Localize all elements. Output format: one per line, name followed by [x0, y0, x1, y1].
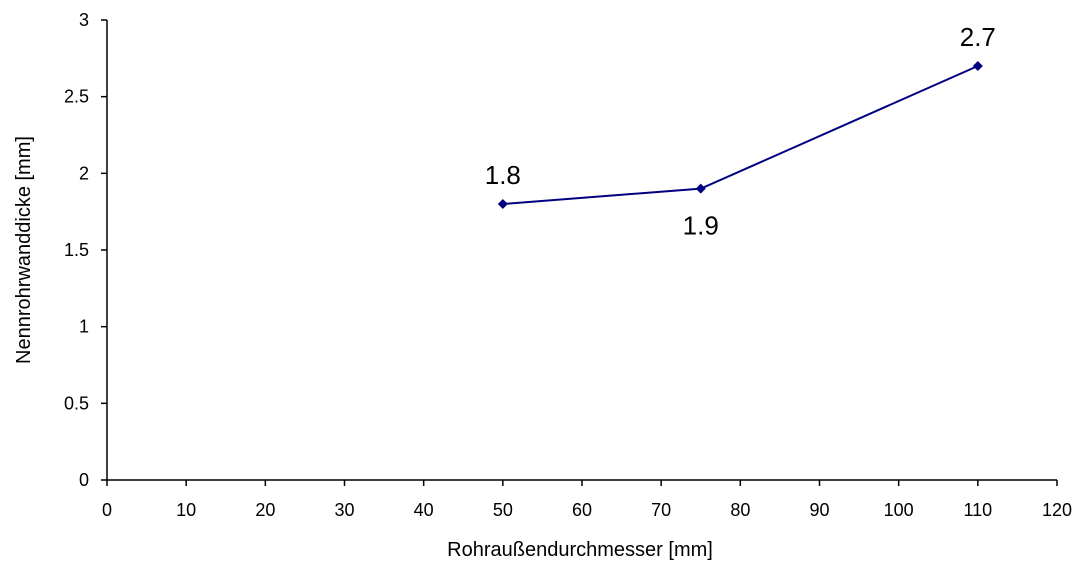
data-series — [497, 61, 983, 209]
x-tick-label: 90 — [809, 500, 829, 520]
y-tick-label: 1.5 — [64, 240, 89, 260]
x-tick-label: 30 — [334, 500, 354, 520]
y-tick-label: 0.5 — [64, 393, 89, 413]
y-tick-label: 2.5 — [64, 87, 89, 107]
series-line — [502, 65, 979, 205]
x-tick-label: 80 — [730, 500, 750, 520]
data-point-marker — [972, 61, 983, 71]
x-tick-label: 110 — [963, 500, 992, 520]
x-tick-label: 10 — [176, 500, 196, 520]
y-tick-label: 3 — [79, 10, 89, 30]
x-tick-label: 50 — [493, 500, 513, 520]
data-point-marker — [497, 199, 508, 209]
axes — [101, 19, 1058, 486]
y-axis-title: Nennrohrwanddicke [mm] — [13, 136, 35, 364]
y-tick-label: 1 — [79, 317, 89, 337]
x-tick-label: 0 — [102, 500, 112, 520]
x-tick-label: 100 — [884, 500, 914, 520]
data-label: 2.7 — [960, 22, 996, 52]
x-tick-label: 120 — [1042, 500, 1072, 520]
x-tick-label: 70 — [651, 500, 671, 520]
data-point-marker — [695, 183, 706, 194]
x-axis-title: Rohraußendurchmesser [mm] — [447, 539, 713, 561]
x-tick-label: 20 — [255, 500, 275, 520]
y-tick-label: 2 — [79, 163, 89, 183]
tick-labels: 00.511.522.530 10 20 30 40 50 60 70 80 90 100 110 12… — [64, 10, 1072, 520]
data-label: 1.9 — [683, 211, 719, 241]
data-labels: 1.8 1.9 2.7 — [485, 22, 996, 241]
x-tick-label: 60 — [572, 500, 592, 520]
x-tick-label: 40 — [414, 500, 434, 520]
y-tick-label: 0 — [79, 470, 89, 490]
data-label: 1.8 — [485, 160, 521, 190]
